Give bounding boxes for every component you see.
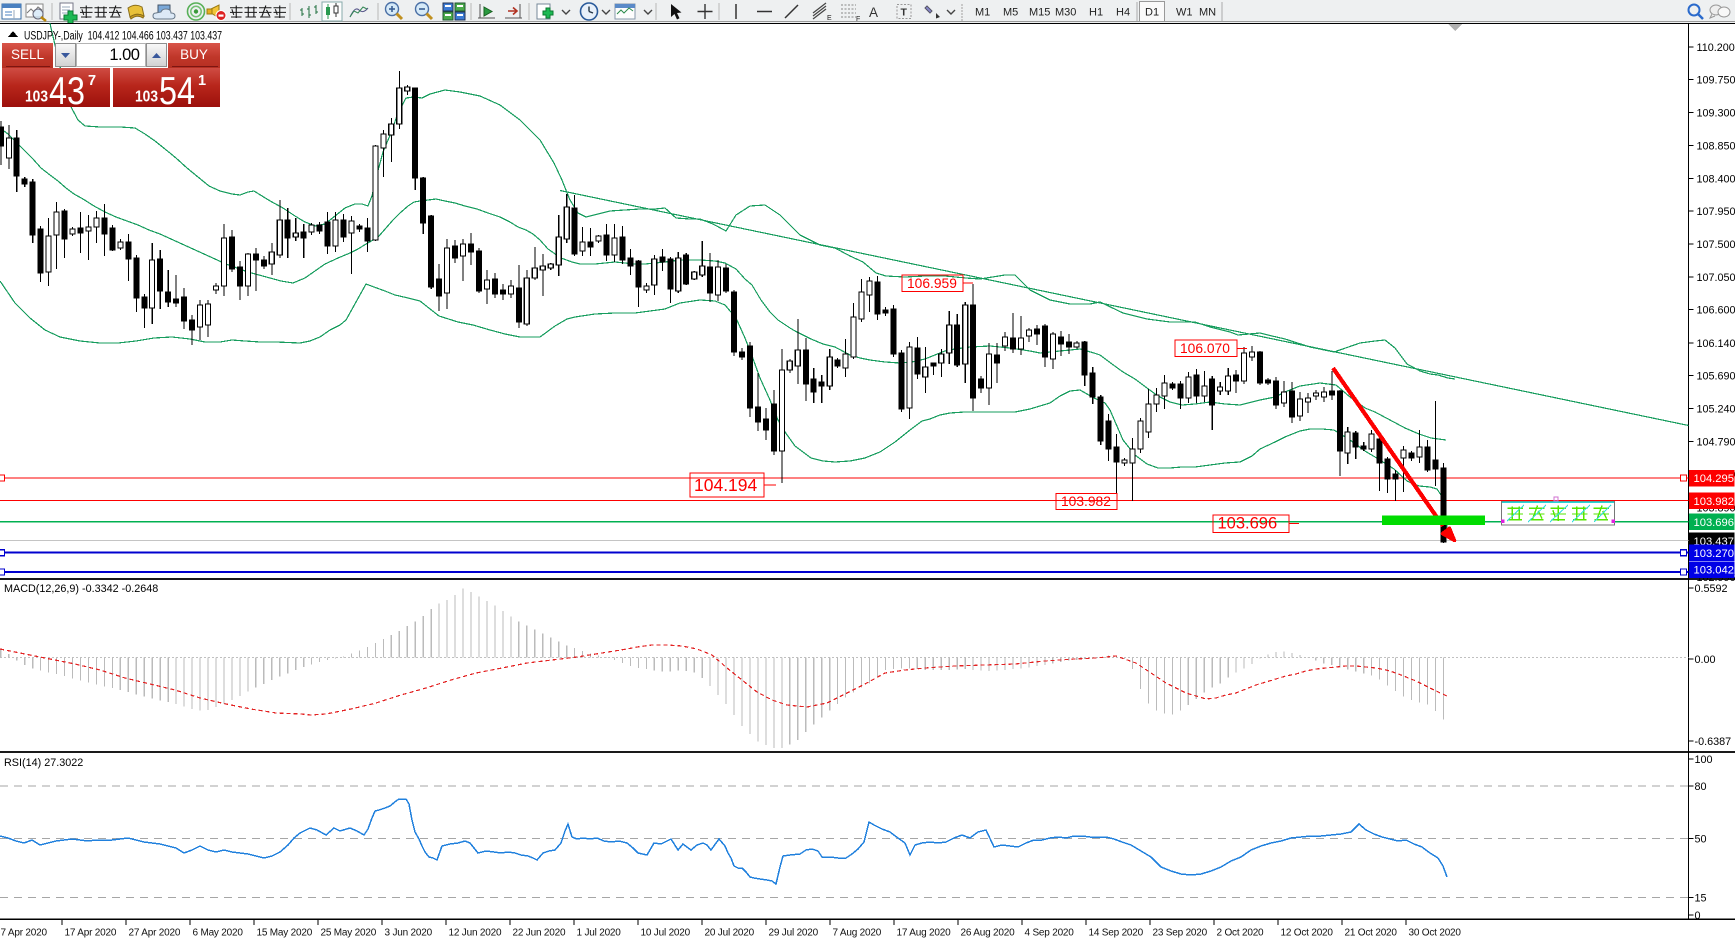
svg-text:25 May 2020: 25 May 2020 bbox=[321, 928, 377, 939]
svg-text:M5: M5 bbox=[1003, 7, 1018, 19]
svg-text:2 Oct 2020: 2 Oct 2020 bbox=[1217, 928, 1265, 939]
svg-text:103.696: 103.696 bbox=[1694, 517, 1734, 529]
svg-text:1 Jul 2020: 1 Jul 2020 bbox=[577, 928, 622, 939]
svg-text:109.750: 109.750 bbox=[1697, 75, 1735, 87]
svg-text:103: 103 bbox=[135, 88, 158, 105]
svg-text:106.959: 106.959 bbox=[907, 276, 957, 291]
svg-text:103.982: 103.982 bbox=[1694, 496, 1734, 508]
svg-text:17 Aug 2020: 17 Aug 2020 bbox=[897, 928, 952, 939]
svg-text:23 Sep 2020: 23 Sep 2020 bbox=[1153, 928, 1208, 939]
svg-text:3 Jun 2020: 3 Jun 2020 bbox=[385, 928, 433, 939]
svg-text:E: E bbox=[827, 15, 832, 22]
svg-text:6 May 2020: 6 May 2020 bbox=[193, 928, 244, 939]
svg-text:12 Jun 2020: 12 Jun 2020 bbox=[449, 928, 502, 939]
svg-text:30 Oct 2020: 30 Oct 2020 bbox=[1409, 928, 1462, 939]
svg-text:26 Aug 2020: 26 Aug 2020 bbox=[961, 928, 1016, 939]
svg-text:10 Jul 2020: 10 Jul 2020 bbox=[641, 928, 691, 939]
svg-text:12 Oct 2020: 12 Oct 2020 bbox=[1281, 928, 1334, 939]
svg-text:80: 80 bbox=[1695, 781, 1707, 793]
svg-text:M30: M30 bbox=[1055, 7, 1076, 19]
svg-text:USDJPY-,Daily 104.412 104.466: USDJPY-,Daily 104.412 104.466 103.437 10… bbox=[24, 31, 222, 43]
svg-text:T: T bbox=[901, 7, 908, 19]
svg-text:0.5592: 0.5592 bbox=[1695, 583, 1728, 595]
svg-text:A: A bbox=[869, 5, 878, 20]
svg-text:7 Aug 2020: 7 Aug 2020 bbox=[833, 928, 882, 939]
svg-text:0: 0 bbox=[1695, 910, 1701, 922]
svg-text:MN: MN bbox=[1199, 7, 1216, 19]
svg-text:106.070: 106.070 bbox=[1180, 341, 1230, 356]
svg-text:21 Oct 2020: 21 Oct 2020 bbox=[1345, 928, 1398, 939]
svg-text:107.950: 107.950 bbox=[1697, 206, 1735, 218]
svg-text:RSI(14) 27.3022: RSI(14) 27.3022 bbox=[4, 757, 83, 769]
svg-text:104.790: 104.790 bbox=[1697, 437, 1735, 449]
svg-text:107.500: 107.500 bbox=[1697, 239, 1735, 251]
svg-text:104.295: 104.295 bbox=[1694, 473, 1734, 485]
svg-text:M1: M1 bbox=[975, 7, 990, 19]
svg-text:15: 15 bbox=[1695, 893, 1707, 905]
svg-text:4 Sep 2020: 4 Sep 2020 bbox=[1025, 928, 1075, 939]
svg-text:14 Sep 2020: 14 Sep 2020 bbox=[1089, 928, 1144, 939]
svg-text:H1: H1 bbox=[1089, 7, 1103, 19]
svg-text:43: 43 bbox=[49, 70, 85, 108]
svg-text:29 Jul 2020: 29 Jul 2020 bbox=[769, 928, 819, 939]
svg-text:H4: H4 bbox=[1116, 7, 1130, 19]
svg-text:106.600: 106.600 bbox=[1697, 305, 1735, 317]
svg-text:109.300: 109.300 bbox=[1697, 108, 1735, 120]
svg-text:54: 54 bbox=[159, 70, 195, 108]
svg-text:0.00: 0.00 bbox=[1695, 654, 1716, 666]
svg-text:17 Apr 2020: 17 Apr 2020 bbox=[65, 928, 117, 939]
svg-text:106.140: 106.140 bbox=[1697, 338, 1735, 350]
svg-text:M15: M15 bbox=[1029, 7, 1050, 19]
svg-text:27 Apr 2020: 27 Apr 2020 bbox=[129, 928, 181, 939]
svg-text:103.982: 103.982 bbox=[1061, 494, 1111, 509]
svg-text:104.194: 104.194 bbox=[694, 475, 758, 495]
svg-text:20 Jul 2020: 20 Jul 2020 bbox=[705, 928, 755, 939]
svg-text:103.042: 103.042 bbox=[1694, 565, 1734, 577]
svg-text:50: 50 bbox=[1695, 834, 1707, 846]
svg-text:15 May 2020: 15 May 2020 bbox=[257, 928, 313, 939]
svg-text:103.696: 103.696 bbox=[1218, 515, 1278, 533]
svg-text:103: 103 bbox=[25, 88, 48, 105]
svg-text:1: 1 bbox=[198, 73, 206, 89]
svg-text:105.240: 105.240 bbox=[1697, 403, 1735, 415]
svg-text:-0.6387: -0.6387 bbox=[1695, 736, 1732, 748]
svg-text:MACD(12,26,9) -0.3342 -0.2648: MACD(12,26,9) -0.3342 -0.2648 bbox=[4, 583, 158, 595]
svg-text:7: 7 bbox=[88, 73, 96, 89]
svg-text:D1: D1 bbox=[1145, 7, 1159, 19]
svg-text:22 Jun 2020: 22 Jun 2020 bbox=[513, 928, 566, 939]
svg-text:110.200: 110.200 bbox=[1697, 42, 1735, 54]
svg-text:103.270: 103.270 bbox=[1694, 548, 1734, 560]
svg-text:108.400: 108.400 bbox=[1697, 173, 1735, 185]
svg-text:107.050: 107.050 bbox=[1697, 272, 1735, 284]
svg-text:7 Apr 2020: 7 Apr 2020 bbox=[1, 928, 48, 939]
svg-text:105.690: 105.690 bbox=[1697, 371, 1735, 383]
svg-text:W1: W1 bbox=[1176, 7, 1193, 19]
svg-text:100: 100 bbox=[1695, 754, 1713, 766]
svg-text:F: F bbox=[856, 16, 860, 23]
svg-text:108.850: 108.850 bbox=[1697, 140, 1735, 152]
